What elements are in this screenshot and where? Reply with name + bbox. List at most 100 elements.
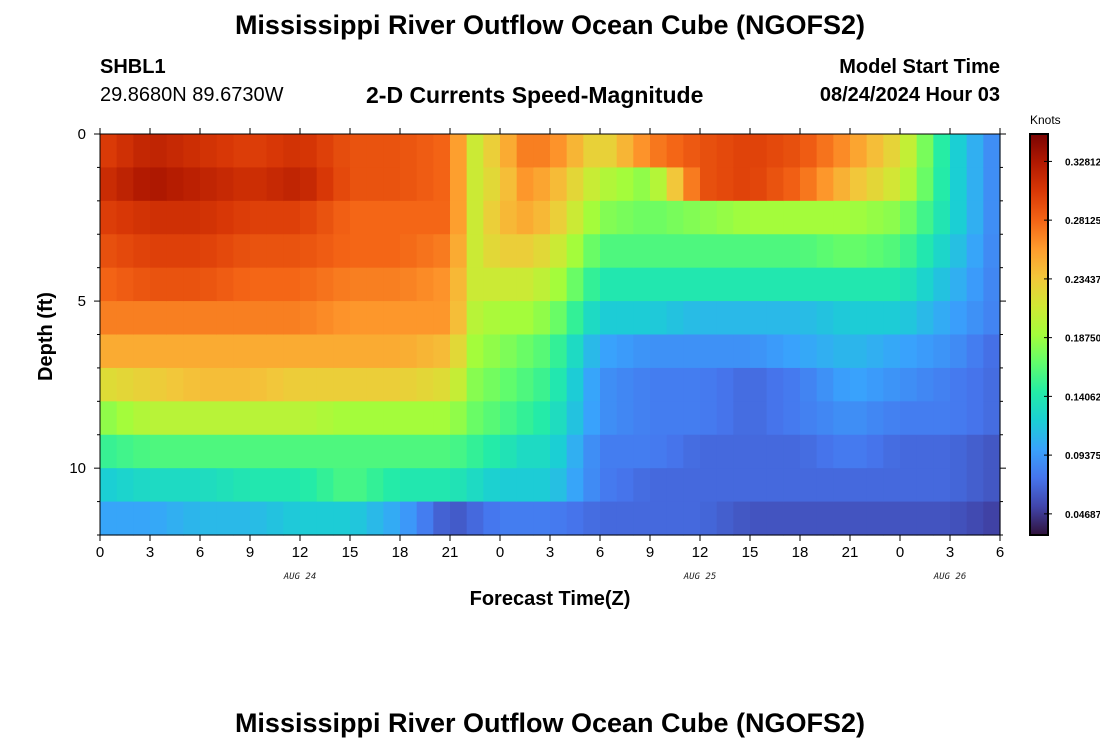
heatmap-cell bbox=[666, 501, 684, 536]
heatmap-cell bbox=[383, 167, 401, 202]
heatmap-cell bbox=[483, 200, 501, 235]
heatmap-cell bbox=[866, 167, 884, 202]
heatmap-cell bbox=[233, 200, 251, 235]
heatmap-cell bbox=[350, 501, 368, 536]
heatmap-cell bbox=[833, 134, 851, 169]
heatmap-cell bbox=[566, 468, 584, 503]
heatmap-cell bbox=[233, 134, 251, 169]
heatmap-cell bbox=[766, 234, 784, 269]
heatmap-cell bbox=[466, 468, 484, 503]
heatmap-cell bbox=[850, 434, 868, 469]
heatmap-cell bbox=[766, 468, 784, 503]
heatmap-cell bbox=[983, 200, 1001, 235]
heatmap-cell bbox=[700, 367, 718, 402]
heatmap-cell bbox=[183, 301, 201, 336]
heatmap-cell bbox=[116, 434, 134, 469]
heatmap-cell bbox=[416, 501, 434, 536]
heatmap-cell bbox=[900, 501, 918, 536]
heatmap-cell bbox=[433, 401, 451, 436]
heatmap-cell bbox=[750, 334, 768, 369]
heatmap-cell bbox=[733, 367, 751, 402]
heatmap-cell bbox=[466, 501, 484, 536]
heatmap-cell bbox=[250, 167, 268, 202]
heatmap-cell bbox=[866, 334, 884, 369]
heatmap-cell bbox=[200, 301, 218, 336]
heatmap-cell bbox=[550, 468, 568, 503]
heatmap-cell bbox=[800, 334, 818, 369]
colorbar-gradient bbox=[1029, 133, 1049, 536]
heatmap-cell bbox=[883, 301, 901, 336]
heatmap-cell bbox=[983, 134, 1001, 169]
heatmap-cell bbox=[150, 167, 168, 202]
heatmap-cell bbox=[166, 501, 184, 536]
heatmap-cell bbox=[733, 401, 751, 436]
heatmap-cell bbox=[916, 367, 934, 402]
heatmap-cell bbox=[950, 234, 968, 269]
heatmap-cell bbox=[400, 367, 418, 402]
heatmap-cell bbox=[866, 301, 884, 336]
heatmap-cell bbox=[433, 134, 451, 169]
heatmap-cell bbox=[833, 434, 851, 469]
y-tick-label: 0 bbox=[78, 126, 86, 143]
heatmap-cell bbox=[300, 434, 318, 469]
heatmap-cell bbox=[583, 301, 601, 336]
heatmap-cell bbox=[366, 134, 384, 169]
heatmap-cell bbox=[683, 434, 701, 469]
heatmap-cell bbox=[616, 501, 634, 536]
heatmap-cell bbox=[500, 334, 518, 369]
heatmap-cell bbox=[766, 334, 784, 369]
heatmap-cell bbox=[233, 367, 251, 402]
heatmap-cell bbox=[150, 501, 168, 536]
heatmap-cell bbox=[600, 434, 618, 469]
heatmap-cell bbox=[800, 501, 818, 536]
colorbar-tick-label: 0.23437 bbox=[1065, 275, 1100, 286]
heatmap-cell bbox=[733, 334, 751, 369]
heatmap-cell bbox=[583, 434, 601, 469]
heatmap-cell bbox=[333, 134, 351, 169]
heatmap-cell bbox=[100, 334, 118, 369]
heatmap-cell bbox=[783, 200, 801, 235]
heatmap-cell bbox=[466, 334, 484, 369]
heatmap-cell bbox=[650, 267, 668, 302]
heatmap-cell bbox=[550, 134, 568, 169]
heatmap-cell bbox=[400, 434, 418, 469]
heatmap-cell bbox=[483, 434, 501, 469]
heatmap-cell bbox=[833, 501, 851, 536]
heatmap-cell bbox=[183, 234, 201, 269]
heatmap-cell bbox=[483, 367, 501, 402]
heatmap-cell bbox=[583, 468, 601, 503]
heatmap-cell bbox=[583, 334, 601, 369]
heatmap-cell bbox=[316, 468, 334, 503]
heatmap-cell bbox=[366, 501, 384, 536]
heatmap-cell bbox=[850, 334, 868, 369]
heatmap-cell bbox=[366, 234, 384, 269]
heatmap-cell bbox=[850, 301, 868, 336]
heatmap-cell bbox=[300, 267, 318, 302]
heatmap-cell bbox=[983, 334, 1001, 369]
heatmap-cell bbox=[716, 301, 734, 336]
heatmap-cell bbox=[183, 401, 201, 436]
heatmap-cell bbox=[300, 501, 318, 536]
heatmap-cell bbox=[550, 501, 568, 536]
heatmap-cell bbox=[900, 267, 918, 302]
heatmap-cell bbox=[983, 401, 1001, 436]
colorbar-unit-label: Knots bbox=[1030, 113, 1061, 127]
heatmap-cell bbox=[866, 434, 884, 469]
heatmap-cell bbox=[583, 267, 601, 302]
heatmap-cell bbox=[850, 167, 868, 202]
heatmap-cell bbox=[500, 267, 518, 302]
heatmap-cell bbox=[783, 501, 801, 536]
heatmap-cell bbox=[966, 234, 984, 269]
heatmap-cell bbox=[500, 367, 518, 402]
heatmap-cell bbox=[150, 234, 168, 269]
heatmap-cell bbox=[633, 334, 651, 369]
heatmap-cell bbox=[833, 401, 851, 436]
heatmap-cell bbox=[283, 468, 301, 503]
colorbar-tick-label: 0.04687 bbox=[1065, 510, 1100, 521]
heatmap-cell bbox=[666, 200, 684, 235]
heatmap-cell bbox=[966, 134, 984, 169]
heatmap-cell bbox=[166, 434, 184, 469]
heatmap-cell bbox=[116, 234, 134, 269]
heatmap-cell bbox=[550, 234, 568, 269]
x-tick-label: 3 bbox=[946, 544, 954, 561]
